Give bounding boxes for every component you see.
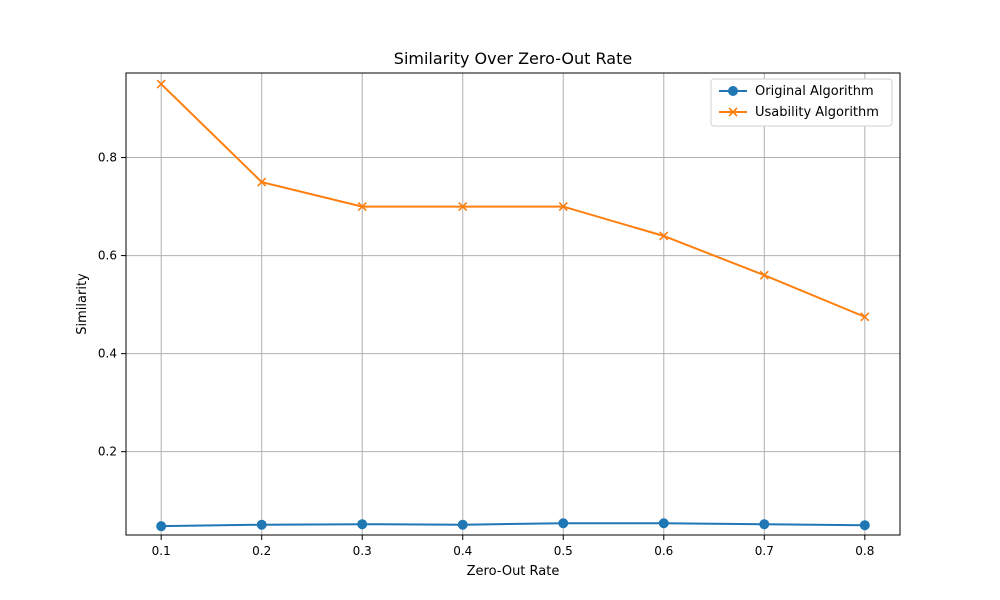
x-marker-stroke [257,177,267,187]
data-point-original-algorithm [859,520,870,531]
data-point-original-algorithm [759,519,770,530]
data-point-original-algorithm [658,518,669,529]
data-point-original-algorithm [256,519,267,530]
x-tick-label: 0.7 [755,544,774,558]
data-point-usability-algorithm [558,202,568,212]
legend-marker-original-algorithm [728,86,738,96]
data-point-original-algorithm [558,518,569,529]
y-tick-label: 0.4 [98,347,117,361]
plot-frame [125,72,901,536]
x-marker-stroke [558,202,568,212]
axes-layer: 0.1 0.2 0.3 0.4 0.5 0.6 0.7 0.8 0.2 0.4 0.6 0.8 [98,72,901,558]
data-point-usability-algorithm [257,177,267,187]
y-tick-label: 0.6 [98,249,117,263]
x-tick-label: 0.5 [554,544,573,558]
data-point-usability-algorithm [759,270,769,280]
x-marker-stroke [357,202,367,212]
x-tick-label: 0.4 [453,544,472,558]
x-marker-stroke [860,312,870,322]
x-tick-label: 0.1 [152,544,171,558]
x-tick-label: 0.2 [252,544,271,558]
data-point-usability-algorithm [156,79,166,89]
legend-box [710,78,893,127]
data-point-original-algorithm [156,521,167,532]
data-point-original-algorithm [357,519,368,530]
y-tick-label: 0.2 [98,445,117,459]
data-point-usability-algorithm [659,231,669,241]
series-layer [156,79,870,532]
legend-marker-usability-algorithm [728,107,738,117]
x-tick-label: 0.8 [855,544,874,558]
grid-layer [126,73,900,535]
x-marker-stroke [156,79,166,89]
chart-title: Similarity Over Zero-Out Rate [394,49,632,68]
x-marker-stroke [759,270,769,280]
series-line-original-algorithm [161,522,865,528]
y-axis-label: Similarity [75,273,90,335]
data-point-original-algorithm [457,519,468,530]
data-point-usability-algorithm [357,202,367,212]
x-marker-stroke [659,231,669,241]
y-tick-label: 0.8 [98,151,117,165]
data-point-usability-algorithm [458,202,468,212]
series-line-usability-algorithm [160,83,866,318]
x-marker-stroke [728,107,738,117]
x-tick-label: 0.6 [654,544,673,558]
legend-label-usability-algorithm: Usability Algorithm [755,105,879,120]
legend-layer: Original Algorithm Usability Algorithm [710,78,893,127]
data-point-usability-algorithm [860,312,870,322]
x-marker-stroke [458,202,468,212]
x-tick-label: 0.3 [353,544,372,558]
legend-label-original-algorithm: Original Algorithm [755,84,874,99]
x-axis-label: Zero-Out Rate [467,564,560,579]
plot-area [126,73,900,535]
